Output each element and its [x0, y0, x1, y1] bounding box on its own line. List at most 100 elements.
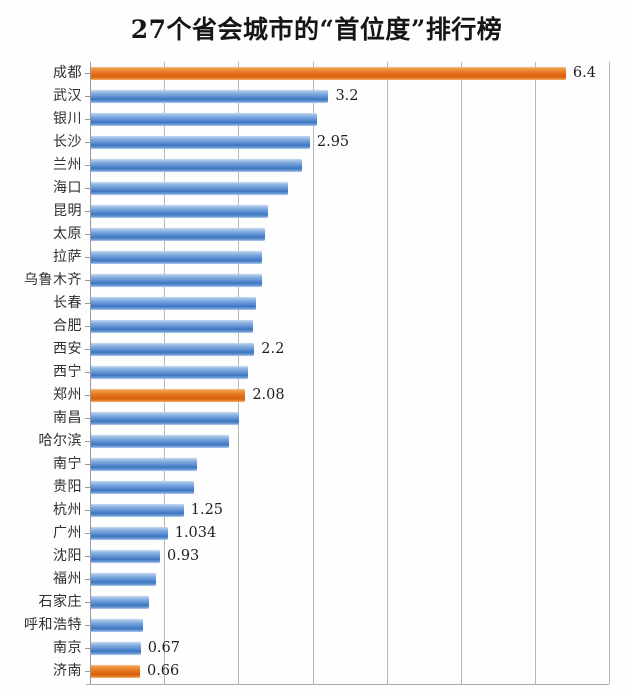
category-label: 西安 — [53, 341, 82, 357]
data-label: 6.4 — [572, 65, 596, 81]
axis-tick — [85, 119, 90, 120]
category-label: 哈尔滨 — [38, 433, 82, 449]
bar[interactable] — [91, 504, 184, 517]
category-label: 长沙 — [53, 134, 82, 150]
bar[interactable] — [91, 136, 310, 149]
bar[interactable] — [91, 274, 262, 287]
bar-row: 广州 1.034 — [0, 522, 633, 545]
axis-tick — [85, 73, 90, 74]
category-label: 昆明 — [53, 203, 82, 219]
category-label: 杭州 — [53, 502, 82, 518]
bar[interactable] — [91, 297, 257, 310]
y-axis-line — [90, 62, 91, 684]
bar[interactable] — [91, 481, 195, 494]
bar-row: 南昌 — [0, 407, 633, 430]
bar-row: 南京 0.67 — [0, 637, 633, 660]
category-label: 西宁 — [53, 364, 82, 380]
axis-tick — [85, 96, 90, 97]
bar[interactable] — [91, 90, 329, 103]
bar[interactable] — [91, 573, 157, 586]
category-label: 合肥 — [53, 318, 82, 334]
bar[interactable] — [91, 205, 268, 218]
bar-row: 西宁 — [0, 361, 633, 384]
bar[interactable] — [91, 458, 198, 471]
bar[interactable] — [91, 619, 143, 632]
axis-tick — [85, 556, 90, 557]
bar[interactable] — [91, 251, 263, 264]
bar-row: 石家庄 — [0, 591, 633, 614]
axis-tick — [85, 142, 90, 143]
bar-row: 郑州 2.08 — [0, 384, 633, 407]
bar[interactable] — [91, 228, 265, 241]
bar[interactable] — [91, 159, 303, 172]
bar-row: 南宁 — [0, 453, 633, 476]
bar[interactable] — [91, 182, 288, 195]
bar[interactable] — [91, 642, 141, 655]
category-label: 广州 — [53, 525, 82, 541]
bar-row: 拉萨 — [0, 246, 633, 269]
category-label: 沈阳 — [53, 548, 82, 564]
bar[interactable] — [91, 665, 140, 678]
bar-row: 乌鲁木齐 — [0, 269, 633, 292]
axis-tick — [85, 602, 90, 603]
category-label: 武汉 — [53, 88, 82, 104]
bar[interactable] — [91, 67, 566, 80]
axis-tick — [85, 510, 90, 511]
axis-tick — [85, 441, 90, 442]
axis-tick — [85, 280, 90, 281]
bar[interactable] — [91, 113, 318, 126]
data-label: 0.93 — [167, 548, 200, 564]
category-label: 拉萨 — [53, 249, 82, 265]
category-label: 呼和浩特 — [24, 617, 82, 633]
gridline-5 — [461, 62, 462, 684]
axis-tick — [85, 234, 90, 235]
bar[interactable] — [91, 389, 246, 402]
bar-row: 兰州 — [0, 154, 633, 177]
bar[interactable] — [91, 320, 254, 333]
category-label: 贵阳 — [53, 479, 82, 495]
axis-tick — [85, 349, 90, 350]
axis-tick — [85, 257, 90, 258]
axis-tick — [85, 487, 90, 488]
axis-tick — [85, 533, 90, 534]
axis-tick — [85, 303, 90, 304]
bar[interactable] — [91, 412, 240, 425]
x-axis-line — [86, 684, 609, 685]
bar-row: 太原 — [0, 223, 633, 246]
gridline-3 — [312, 62, 314, 684]
bar-row: 沈阳 0.93 — [0, 545, 633, 568]
gridline-7 — [609, 62, 611, 684]
bar-row: 哈尔滨 — [0, 430, 633, 453]
bar[interactable] — [91, 435, 229, 448]
axis-tick — [85, 418, 90, 419]
bar-row: 呼和浩特 — [0, 614, 633, 637]
bar[interactable] — [91, 366, 249, 379]
data-label: 3.2 — [335, 88, 359, 104]
bar-row: 银川 — [0, 108, 633, 131]
bar[interactable] — [91, 596, 149, 609]
category-label: 长春 — [53, 295, 82, 311]
bar-row: 昆明 — [0, 200, 633, 223]
gridline-4 — [386, 62, 388, 684]
axis-tick — [85, 326, 90, 327]
bar[interactable] — [91, 343, 255, 356]
bar-row: 福州 — [0, 568, 633, 591]
category-label: 成都 — [53, 65, 82, 81]
axis-tick — [85, 165, 90, 166]
category-label: 福州 — [53, 571, 82, 587]
data-label: 1.034 — [174, 525, 217, 541]
axis-tick — [85, 372, 90, 373]
axis-tick — [85, 464, 90, 465]
bar-row: 杭州 1.25 — [0, 499, 633, 522]
bar-row: 武汉 3.2 — [0, 85, 633, 108]
bar[interactable] — [91, 527, 168, 540]
gridline-6 — [535, 62, 537, 684]
bar[interactable] — [91, 550, 160, 563]
category-label: 郑州 — [53, 387, 82, 403]
category-label: 海口 — [53, 180, 82, 196]
axis-tick — [85, 671, 90, 672]
axis-tick — [85, 625, 90, 626]
category-label: 石家庄 — [38, 594, 82, 610]
bar-row: 成都 6.4 — [0, 62, 633, 85]
